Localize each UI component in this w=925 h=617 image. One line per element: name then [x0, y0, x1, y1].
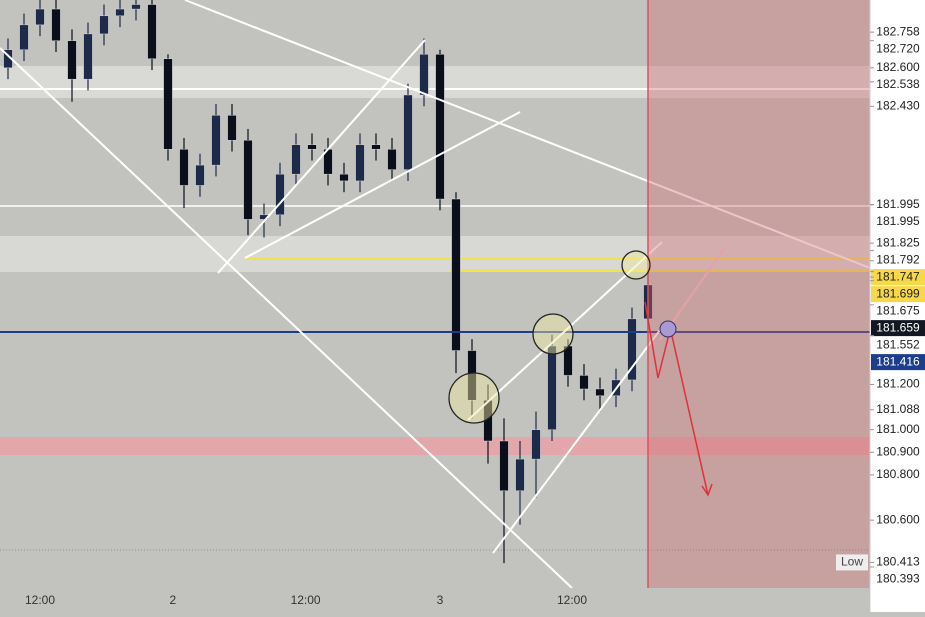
candle-body: [467, 350, 477, 401]
candle-body: [291, 144, 301, 175]
price-label: 182.538: [876, 77, 920, 91]
x-tick-label: 3: [437, 593, 444, 607]
candle-body: [355, 144, 365, 182]
trend-line: [467, 241, 663, 421]
zone: [0, 437, 870, 455]
labels: 12:00 2 12:00 3 12:00 182.758 182.720 182.600 18…: [25, 24, 925, 607]
candle-body: [163, 58, 173, 150]
candle-body: [131, 4, 141, 10]
candle-body: [403, 94, 413, 170]
candle-body: [19, 24, 29, 50]
price-label: 180.900: [876, 444, 920, 458]
projection-arrow: [671, 335, 709, 496]
candle-body: [579, 375, 589, 390]
candle-body: [499, 440, 509, 491]
arrow-head: [701, 483, 713, 497]
price-label: 181.995: [876, 197, 920, 211]
price-label: 181.792: [876, 252, 920, 266]
projection: [644, 301, 713, 497]
candle-body: [451, 198, 461, 351]
candle-body: [115, 8, 125, 17]
price-label: 182.720: [876, 41, 920, 55]
trend-line: [0, 47, 573, 589]
price-badge: [871, 320, 925, 337]
candle-body: [211, 115, 221, 166]
price-label: 181.659: [876, 320, 920, 334]
candle-body: [227, 115, 237, 141]
price-label: 181.000: [876, 422, 920, 436]
price-label: 180.800: [876, 467, 920, 481]
price-label: 181.699: [876, 286, 920, 300]
price-label: 181.825: [876, 235, 920, 249]
candle-body: [627, 318, 637, 381]
zone: [0, 66, 870, 98]
candle-body: [179, 149, 189, 186]
candle-body: [67, 40, 77, 80]
candle-body: [387, 149, 397, 170]
candle-body: [35, 8, 45, 26]
x-tick-label: 12:00: [25, 593, 55, 607]
price-label: 180.393: [876, 572, 920, 586]
candle-body: [595, 388, 605, 396]
candles: [3, 0, 653, 564]
plot-background: [0, 0, 870, 612]
price-label: 181.675: [876, 303, 920, 317]
candle-body: [547, 345, 557, 430]
price-label: 182.758: [876, 24, 920, 38]
tag-badge: [836, 554, 868, 571]
price-label: 181.088: [876, 402, 920, 416]
price-label: 180.413: [876, 555, 920, 569]
trend-line: [217, 39, 426, 274]
candle-body: [275, 173, 285, 216]
trend-line: [492, 329, 661, 554]
x-tick-label: 12:00: [291, 593, 321, 607]
price-badge: [871, 286, 925, 303]
tag-label: Low: [841, 555, 863, 569]
candle-body: [307, 144, 317, 150]
price-label: 181.995: [876, 214, 920, 228]
price-label: 181.552: [876, 337, 920, 351]
candle-body: [339, 173, 349, 182]
candle-body: [147, 4, 157, 60]
highlights: [448, 250, 651, 424]
price-label: 181.200: [876, 377, 920, 391]
price-label: 182.600: [876, 60, 920, 74]
candle-body: [515, 458, 525, 491]
time-axis: [0, 588, 870, 612]
candle-body: [531, 429, 541, 460]
highlight-circle: [621, 250, 651, 280]
candle-body: [243, 140, 253, 220]
x-tick-label: 12:00: [557, 593, 587, 607]
x-tick-label: 2: [169, 593, 176, 607]
candle-body: [371, 144, 381, 150]
projection-path: [644, 301, 671, 379]
marker: [659, 320, 677, 338]
price-badge: [871, 354, 925, 371]
price-label: 181.747: [876, 269, 920, 283]
price-badge: [871, 269, 925, 286]
candle-body: [51, 8, 61, 41]
trend-line: [184, 0, 871, 269]
trend-line: [244, 111, 521, 259]
price-axis: [870, 0, 925, 612]
highlight-circle: [448, 372, 500, 424]
price-label: 181.416: [876, 354, 920, 368]
zone: [0, 236, 870, 272]
candle-body: [419, 54, 429, 96]
candle-body: [195, 164, 205, 186]
highlight-circle: [532, 313, 574, 355]
target-zone: [648, 0, 870, 588]
candle-body: [435, 54, 445, 200]
candle-body: [563, 345, 573, 376]
candle-body: [83, 33, 93, 80]
price-label: 180.600: [876, 512, 920, 526]
price-label: 182.430: [876, 98, 920, 112]
candle-body: [99, 15, 109, 35]
